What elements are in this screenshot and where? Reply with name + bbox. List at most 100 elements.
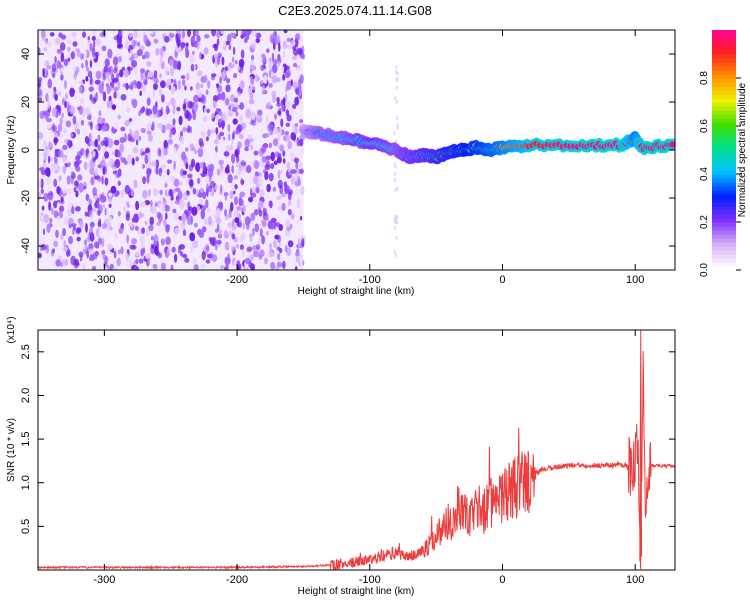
noise-mark [208, 229, 212, 236]
noise-mark [163, 139, 168, 149]
noise-mark [136, 49, 143, 57]
noise-mark [140, 155, 146, 160]
noise-mark [290, 169, 297, 175]
noise-mark [52, 107, 58, 118]
noise-mark [194, 104, 198, 113]
noise-mark [258, 209, 263, 217]
noise-mark [253, 250, 260, 258]
noise-mark [110, 210, 114, 216]
noise-mark [51, 62, 57, 73]
colorbar-segment [712, 162, 736, 167]
noise-mark [42, 36, 47, 42]
noise-mark [194, 30, 199, 37]
noise-mark [98, 227, 103, 238]
noise-mark [135, 156, 139, 162]
noise-mark [179, 199, 185, 210]
noise-mark [210, 126, 214, 132]
noise-mark [176, 144, 180, 149]
x-tick-label: 0 [499, 274, 505, 286]
noise-mark [94, 241, 100, 249]
noise-mark [56, 60, 62, 69]
noise-mark [52, 123, 55, 133]
noise-mark [293, 157, 300, 164]
noise-mark [240, 49, 245, 59]
noise-mark [97, 237, 102, 245]
noise-mark [60, 233, 64, 240]
y-multiplier-label: (x10⁴) [6, 316, 17, 343]
noise-mark [47, 186, 51, 193]
noise-mark [105, 67, 112, 73]
noise-mark [190, 158, 196, 168]
noise-mark [169, 33, 175, 38]
noise-mark [69, 87, 75, 98]
noise-mark [76, 49, 81, 58]
noise-mark [155, 79, 159, 84]
noise-mark [189, 179, 194, 187]
noise-mark [69, 194, 74, 201]
noise-mark [224, 193, 228, 201]
noise-mark [90, 176, 95, 186]
noise-mark [295, 33, 301, 42]
noise-mark [229, 32, 236, 38]
noise-mark [142, 247, 146, 255]
colorbar-segment [712, 130, 736, 135]
colorbar-segment [712, 206, 736, 211]
noise-mark [57, 123, 63, 132]
noise-mark [155, 47, 160, 56]
noise-mark [139, 90, 142, 96]
noise-mark [227, 133, 231, 141]
noise-mark [182, 79, 186, 86]
noise-mark [164, 66, 169, 76]
noise-mark [213, 43, 219, 52]
noise-mark [120, 126, 126, 132]
noise-mark [219, 265, 225, 270]
noise-mark [55, 259, 61, 267]
noise-mark [179, 244, 185, 250]
noise-mark [216, 84, 223, 93]
noise-mark [131, 188, 134, 197]
noise-mark [101, 223, 108, 230]
noise-mark [82, 262, 86, 270]
noise-mark [220, 71, 225, 81]
colorbar-segment [712, 62, 736, 67]
noise-mark [229, 190, 234, 200]
noise-mark [141, 106, 146, 113]
noise-mark [272, 59, 278, 65]
noise-mark [231, 246, 235, 252]
noise-mark [272, 186, 277, 192]
noise-mark [230, 182, 236, 192]
noise-mark [216, 72, 222, 79]
noise-mark [130, 121, 134, 127]
noise-mark [277, 61, 281, 67]
noise-mark [144, 154, 149, 165]
x-tick-label: -200 [226, 274, 248, 286]
noise-mark [193, 149, 198, 155]
noise-mark [291, 56, 297, 60]
noise-mark [146, 97, 151, 106]
noise-mark [89, 221, 95, 228]
noise-mark [87, 152, 91, 162]
noise-mark [196, 40, 200, 51]
noise-mark [286, 37, 291, 43]
noise-mark [178, 115, 183, 126]
noise-mark [107, 138, 114, 149]
noise-mark [74, 180, 79, 187]
noise-mark [395, 70, 398, 75]
noise-mark [140, 70, 144, 80]
noise-mark [270, 252, 275, 257]
noise-mark [236, 231, 241, 239]
noise-mark [177, 190, 183, 200]
noise-mark [135, 225, 139, 231]
y-tick-label: 0.5 [20, 519, 32, 534]
noise-mark [218, 159, 224, 166]
noise-mark [60, 34, 67, 40]
noise-mark [249, 175, 253, 184]
noise-mark [146, 61, 152, 67]
noise-mark [154, 33, 160, 40]
noise-mark [62, 186, 67, 194]
noise-mark [289, 223, 293, 230]
noise-mark [245, 33, 250, 41]
noise-mark [232, 132, 235, 140]
noise-mark [86, 250, 90, 259]
noise-mark [91, 36, 96, 41]
